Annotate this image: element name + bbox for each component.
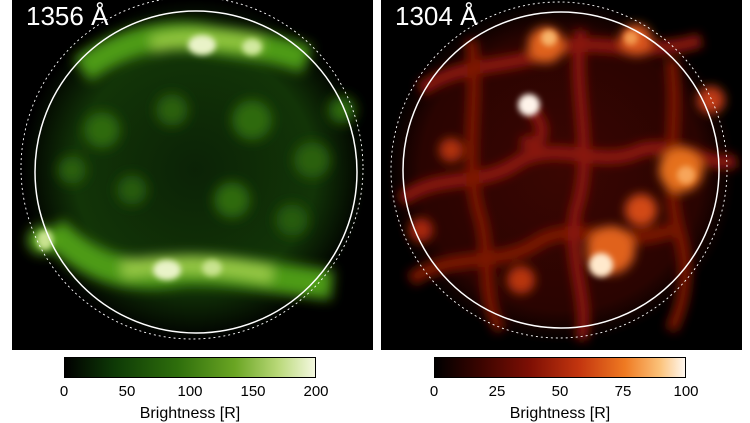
colorbar-gradient xyxy=(64,357,316,378)
oxygen-1356-emission-image xyxy=(12,0,373,350)
colorbar-tick: 50 xyxy=(551,383,569,400)
colorbar-tick: 75 xyxy=(614,383,632,400)
oxygen-1304-emission-image xyxy=(381,0,742,350)
colorbar-tick: 25 xyxy=(488,383,506,400)
wavelength-label: 1304 Å xyxy=(395,1,478,31)
limb-dotted-circle xyxy=(390,1,728,339)
colorbar-tick: 50 xyxy=(118,383,136,400)
colorbar-tick: 0 xyxy=(429,383,439,400)
colorbar-1304: 0 25 50 75 100 Brightness [R] xyxy=(430,357,699,422)
colorbar-tick: 150 xyxy=(240,383,266,400)
colorbar-tick: 0 xyxy=(59,383,69,400)
limb-circle xyxy=(34,10,358,334)
image-panel-1356: 1356 Å xyxy=(12,0,373,350)
colorbar-gradient xyxy=(434,357,686,378)
colorbar-label: Brightness [R] xyxy=(139,405,241,422)
limb-dotted-circle xyxy=(20,0,364,340)
limb-circle xyxy=(402,11,720,329)
colorbar-label: Brightness [R] xyxy=(509,405,611,422)
colorbar-1356: 0 50 100 150 200 Brightness [R] xyxy=(60,357,329,422)
colorbar-tick: 100 xyxy=(177,383,203,400)
colorbar-tick: 200 xyxy=(303,383,329,400)
colorbar-tick: 100 xyxy=(673,383,699,400)
wavelength-label: 1356 Å xyxy=(26,1,109,31)
image-panel-1304: 1304 Å xyxy=(381,0,742,350)
